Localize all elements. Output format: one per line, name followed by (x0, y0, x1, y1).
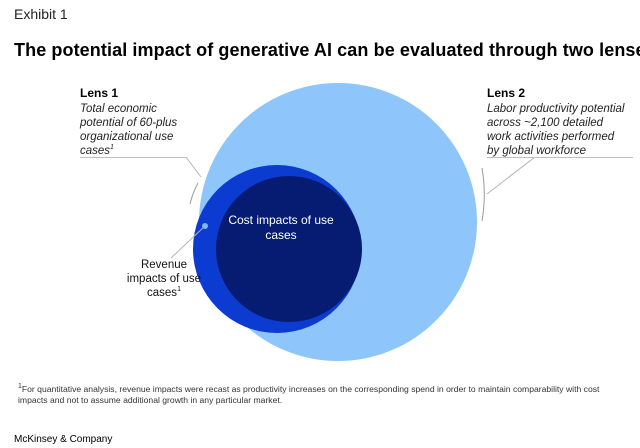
lens-2-bracket (481, 167, 485, 222)
revenue-marker-dot (202, 223, 208, 229)
lens-1-annotation: Lens 1 Total economic potential of 60-pl… (80, 86, 190, 158)
lens-2-heading: Lens 2 (487, 86, 526, 100)
revenue-impacts-label: Revenue impacts of use cases (126, 259, 202, 299)
lens-1-heading: Lens 1 (80, 86, 119, 100)
lens-2-rule (487, 157, 633, 158)
cost-impacts-circle (216, 176, 362, 322)
lens-1-description: Total economic potential of 60-plus orga… (80, 102, 190, 158)
lens-1-bracket (189, 182, 199, 205)
lens-2-description: Labor productivity potential across ~2,1… (487, 103, 625, 157)
footnote-text: For quantitative analysis, revenue impac… (18, 384, 600, 405)
lens-2-leader (486, 156, 536, 195)
brand-logo-text: McKinsey & Company (14, 434, 113, 445)
page-title: The potential impact of generative AI ca… (14, 40, 640, 60)
footnote-marker: 1 (18, 383, 22, 391)
lens-2-annotation: Lens 2 Labor productivity potential acro… (487, 86, 627, 158)
footnote: 1For quantitative analysis, revenue impa… (18, 383, 630, 406)
revenue-footnote-marker: 1 (177, 286, 181, 294)
cost-impacts-label: Cost impacts of use cases (228, 213, 334, 242)
revenue-leader (170, 225, 206, 259)
lens-1-footnote-marker: 1 (110, 144, 114, 152)
lens-1-rule (80, 157, 186, 158)
revenue-impacts-annotation: Revenue impacts of use cases1 (124, 258, 204, 300)
exhibit-label: Exhibit 1 (14, 6, 68, 22)
lens-1-description-text: Total economic potential of 60-plus orga… (80, 103, 178, 157)
lens-1-leader (185, 156, 202, 178)
